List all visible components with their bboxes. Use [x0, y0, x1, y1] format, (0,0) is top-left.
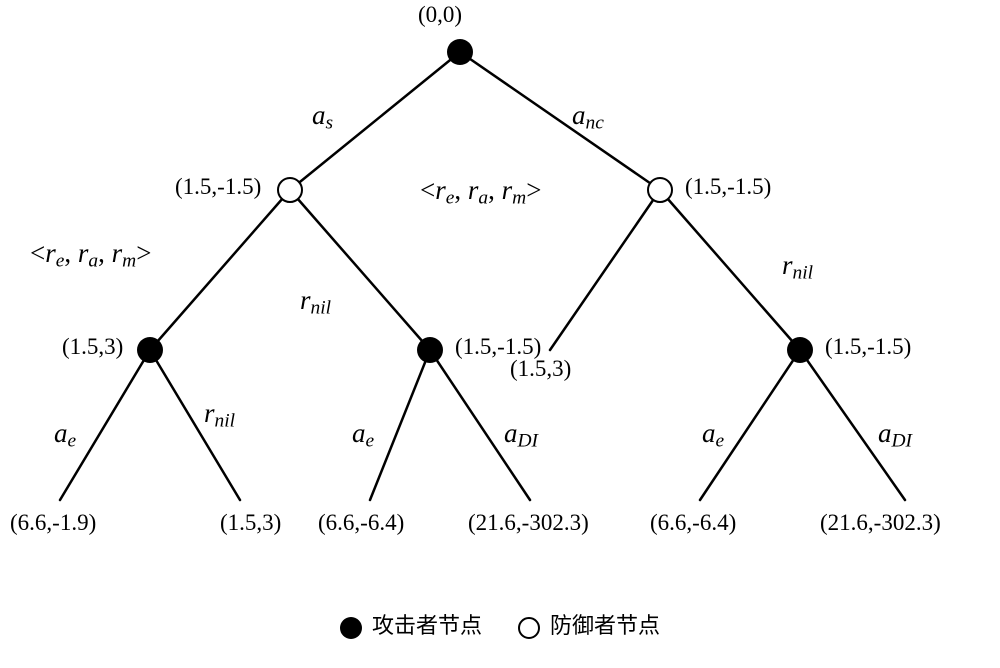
diagram-label: rnil — [300, 285, 331, 319]
tree-edge — [550, 190, 660, 350]
tree-edge — [290, 190, 430, 350]
diagram-label: aDI — [504, 418, 538, 452]
leaf-payoff: (1.5,3) — [220, 510, 281, 536]
game-tree-diagram: { "canvas":{"w":1000,"h":668,"bg":"#ffff… — [0, 0, 1000, 668]
diagram-label: rnil — [782, 250, 813, 284]
defender-node — [277, 177, 303, 203]
diagram-label: (1.5,-1.5) — [825, 334, 911, 360]
diagram-label: anc — [572, 100, 604, 134]
tree-edge — [370, 350, 430, 500]
diagram-label: <re, ra, rm> — [420, 175, 541, 209]
leaf-payoff: (6.6,-6.4) — [650, 510, 736, 536]
tree-edge — [660, 190, 800, 350]
legend-label: 攻击者节点 — [372, 613, 482, 638]
legend-item: 攻击者节点 — [340, 608, 482, 640]
attacker-node — [787, 337, 813, 363]
diagram-label: (0,0) — [418, 2, 462, 28]
tree-edge — [460, 52, 660, 190]
diagram-label: (1.5,3) — [62, 334, 123, 360]
diagram-label: ae — [702, 418, 724, 452]
defender-node — [647, 177, 673, 203]
leaf-payoff: (21.6,-302.3) — [468, 510, 589, 536]
legend-item: 防御者节点 — [518, 608, 660, 640]
diagram-label: as — [312, 100, 333, 134]
diagram-label: (1.5,-1.5) — [685, 174, 771, 200]
leaf-payoff: (21.6,-302.3) — [820, 510, 941, 536]
attacker-node — [137, 337, 163, 363]
legend: 攻击者节点 防御者节点 — [0, 608, 1000, 640]
diagram-label: (1.5,-1.5) — [175, 174, 261, 200]
diagram-label: aDI — [878, 418, 912, 452]
diagram-label: (1.5,3) — [510, 356, 571, 382]
leaf-payoff: (6.6,-1.9) — [10, 510, 96, 536]
legend-attacker-icon — [340, 617, 362, 639]
leaf-payoff: (6.6,-6.4) — [318, 510, 404, 536]
diagram-label: rnil — [204, 398, 235, 432]
attacker-node — [417, 337, 443, 363]
diagram-label: ae — [352, 418, 374, 452]
diagram-label: <re, ra, rm> — [30, 238, 151, 272]
tree-edge — [150, 190, 290, 350]
attacker-node — [447, 39, 473, 65]
legend-label: 防御者节点 — [550, 613, 660, 638]
legend-defender-icon — [518, 617, 540, 639]
diagram-label: ae — [54, 418, 76, 452]
